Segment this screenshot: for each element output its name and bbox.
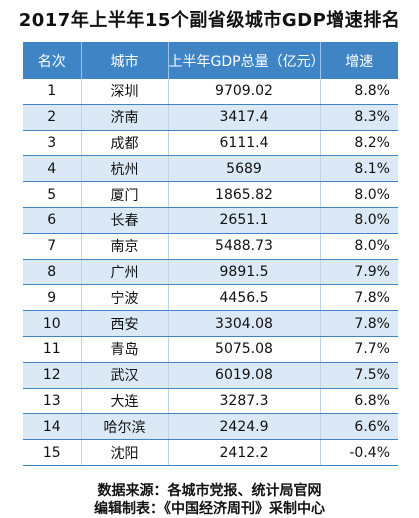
table-row: 5 厦门 1865.82 8.0% [23,181,398,208]
table-row: 13 大连 3287.3 6.8% [23,388,398,415]
rank-cell: 8 [23,259,82,286]
gdp-cell: 5488.73 [168,233,321,260]
city-cell: 武汉 [81,362,169,389]
growth-cell: 7.8% [320,284,398,312]
ranking-table: 名次 城市 上半年GDP总量（亿元） 增速 1 深圳 9709.02 8.8% 2 济南 3… [23,42,398,466]
rank-cell: 3 [23,130,82,157]
editor-note: 编辑制表：《中国经济周刊》采制中心 [94,501,325,517]
gdp-cell: 6111.4 [168,130,321,157]
growth-cell: 8.0% [320,207,398,234]
city-cell: 沈阳 [81,439,169,466]
rank-cell: 11 [23,336,82,363]
table-row: 10 西安 3304.08 7.8% [23,310,398,337]
rank-cell: 7 [23,233,82,260]
rank-cell: 9 [23,284,82,312]
table-row: 7 南京 5488.73 8.0% [23,233,398,260]
rank-cell: 5 [23,181,82,208]
table-row: 11 青岛 5075.08 7.7% [23,336,398,363]
page-title: 2017年上半年15个副省级城市GDP增速排名 [18,10,401,31]
column-header-city: 城市 [81,42,169,79]
rank-cell: 2 [23,104,82,131]
growth-cell: 7.5% [320,362,398,389]
growth-cell: 7.7% [320,336,398,363]
city-cell: 杭州 [81,155,169,183]
growth-cell: 8.8% [320,79,398,105]
rank-cell: 13 [23,388,82,415]
gdp-cell: 2651.1 [168,207,321,234]
city-cell: 青岛 [81,336,169,363]
table-row: 15 沈阳 2412.2 -0.4% [23,439,398,466]
growth-cell: 7.9% [320,259,398,286]
column-header-gdp: 上半年GDP总量（亿元） [168,42,325,79]
city-cell: 宁波 [81,284,169,312]
growth-cell: -0.4% [320,439,398,466]
city-cell: 成都 [81,130,169,157]
rank-cell: 10 [23,310,82,337]
growth-cell: 8.2% [320,130,398,157]
rank-cell: 4 [23,155,82,183]
growth-cell: 8.1% [320,155,398,183]
city-cell: 广州 [81,259,169,286]
city-cell: 长春 [81,207,169,234]
growth-cell: 7.8% [320,310,398,337]
table-header-row: 名次 城市 上半年GDP总量（亿元） 增速 [23,42,398,79]
city-cell: 南京 [81,233,169,260]
city-cell: 济南 [81,104,169,131]
growth-cell: 8.0% [320,233,398,260]
table-row: 9 宁波 4456.5 7.8% [23,284,398,312]
growth-cell: 8.3% [320,104,398,131]
rank-cell: 14 [23,413,82,441]
rank-cell: 1 [23,79,82,105]
rank-cell: 6 [23,207,82,234]
city-cell: 深圳 [81,79,169,105]
gdp-cell: 3287.3 [168,388,321,415]
gdp-cell: 3417.4 [168,104,321,131]
city-cell: 哈尔滨 [81,413,169,441]
city-cell: 西安 [81,310,169,337]
table-row: 1 深圳 9709.02 8.8% [23,79,398,105]
growth-cell: 8.0% [320,181,398,208]
gdp-cell: 9709.02 [168,79,321,105]
column-header-growth: 增速 [320,42,398,79]
gdp-cell: 3304.08 [168,310,321,337]
rank-cell: 15 [23,439,82,466]
gdp-cell: 5689 [168,155,321,183]
growth-cell: 6.8% [320,388,398,415]
table-row: 6 长春 2651.1 8.0% [23,207,398,234]
gdp-cell: 9891.5 [168,259,321,286]
gdp-cell: 6019.08 [168,362,321,389]
table-row: 14 哈尔滨 2424.9 6.6% [23,413,398,441]
table-row: 8 广州 9891.5 7.9% [23,259,398,286]
table-row: 12 武汉 6019.08 7.5% [23,362,398,389]
rank-cell: 12 [23,362,82,389]
city-cell: 大连 [81,388,169,415]
column-header-rank: 名次 [23,42,82,79]
growth-cell: 6.6% [320,413,398,441]
gdp-cell: 4456.5 [168,284,321,312]
city-cell: 厦门 [81,181,169,208]
table-row: 3 成都 6111.4 8.2% [23,130,398,157]
data-source-note: 数据来源：各城市党报、统计局官网 [97,483,322,499]
table-body: 1 深圳 9709.02 8.8% 2 济南 3417.4 8.3% 3 成都 6111.4 8.2%… [23,79,398,466]
gdp-cell: 2412.2 [168,439,321,466]
gdp-cell: 2424.9 [168,413,321,441]
table-row: 2 济南 3417.4 8.3% [23,104,398,131]
table-row: 4 杭州 5689 8.1% [23,155,398,183]
gdp-cell: 1865.82 [168,181,321,208]
gdp-cell: 5075.08 [168,336,321,363]
